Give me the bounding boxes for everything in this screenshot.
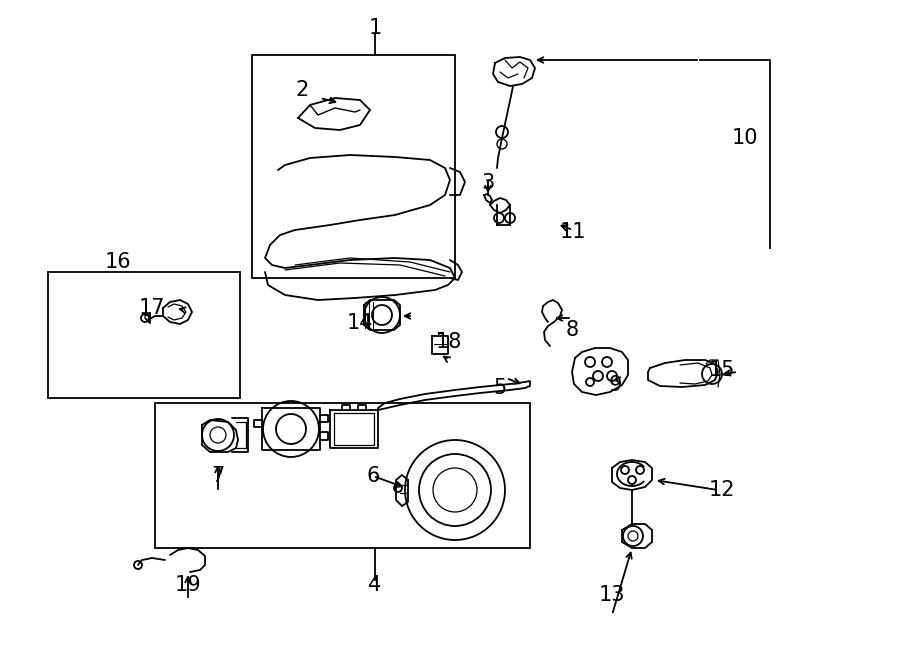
Text: 19: 19	[175, 575, 202, 595]
Text: 3: 3	[482, 173, 495, 193]
Text: 8: 8	[565, 320, 579, 340]
Bar	[155, 403, 530, 548]
Bar	[252, 55, 455, 278]
Text: 1: 1	[368, 18, 382, 38]
Bar	[48, 272, 240, 398]
Text: 9: 9	[608, 375, 622, 395]
Text: 16: 16	[104, 252, 131, 272]
Text: 11: 11	[560, 222, 586, 242]
Text: 5: 5	[493, 378, 507, 398]
Text: 13: 13	[598, 585, 625, 605]
Text: 2: 2	[295, 80, 309, 100]
Text: 10: 10	[732, 128, 758, 148]
Text: 12: 12	[709, 480, 735, 500]
Text: 6: 6	[366, 466, 380, 486]
Text: 17: 17	[139, 298, 166, 318]
Text: 4: 4	[368, 575, 382, 595]
Text: 14: 14	[346, 313, 374, 333]
Text: 15: 15	[709, 360, 735, 380]
Text: 7: 7	[212, 466, 225, 486]
Text: 18: 18	[436, 332, 463, 352]
